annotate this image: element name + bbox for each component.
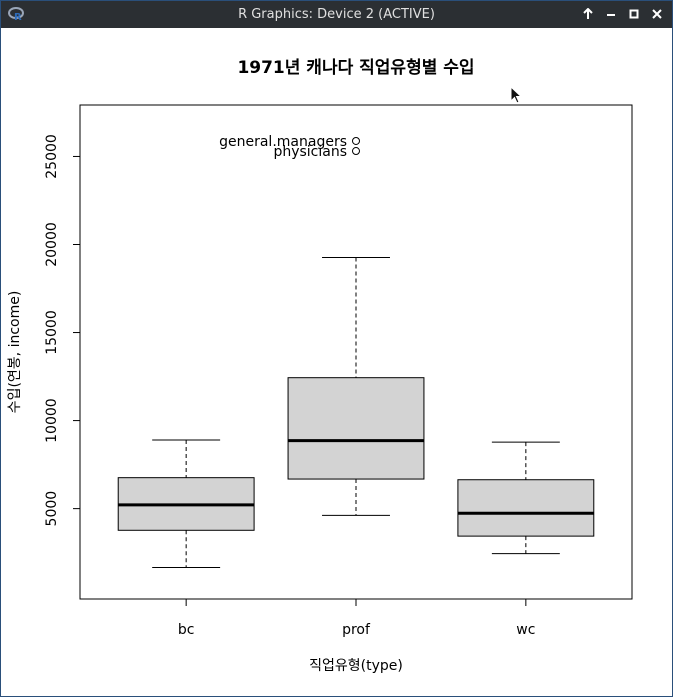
boxes	[117, 256, 595, 569]
box-prof	[287, 256, 425, 516]
maximize-icon[interactable]	[626, 6, 642, 22]
outlier-label: physicians	[273, 144, 347, 160]
arrow-up-icon[interactable]	[580, 6, 596, 22]
plot-canvas: 1971년 캐나다 직업유형별 수입 5000 10000 15000 20000 25…	[1, 28, 672, 696]
window-title: R Graphics: Device 2 (ACTIVE)	[238, 7, 435, 22]
mouse-pointer-icon	[510, 86, 523, 104]
outlier-label: general.managers	[219, 134, 347, 150]
minimize-icon[interactable]	[603, 6, 619, 22]
x-axis: bc prof wc	[178, 598, 535, 638]
box-rect	[287, 377, 425, 480]
chart-title: 1971년 캐나다 직업유형별 수입	[237, 57, 474, 78]
box-bc	[117, 439, 255, 569]
box-wc	[457, 441, 595, 555]
outlier-point	[352, 147, 360, 156]
svg-text:R: R	[14, 12, 22, 22]
x-tick-label: wc	[516, 622, 535, 638]
title-bar[interactable]: R R Graphics: Device 2 (ACTIVE)	[1, 1, 672, 28]
y-axis-label: 수입(연봉, income)	[7, 291, 23, 414]
close-icon[interactable]	[649, 6, 665, 22]
y-tick-label: 25000	[44, 134, 60, 179]
x-axis-label: 직업유형(type)	[309, 658, 403, 674]
x-tick-label: bc	[178, 622, 195, 638]
boxplot-chart: 1971년 캐나다 직업유형별 수입 5000 10000 15000 20000 25…	[7, 57, 633, 674]
x-tick-label: prof	[342, 622, 371, 638]
y-tick-label: 15000	[44, 310, 60, 355]
y-tick-label: 5000	[44, 491, 60, 527]
y-tick-label: 20000	[44, 222, 60, 267]
r-logo-icon: R	[8, 6, 24, 23]
outlier-point	[352, 136, 360, 145]
y-axis: 5000 10000 15000 20000 25000	[44, 134, 81, 527]
box-rect	[457, 479, 595, 537]
y-tick-label: 10000	[44, 398, 60, 443]
